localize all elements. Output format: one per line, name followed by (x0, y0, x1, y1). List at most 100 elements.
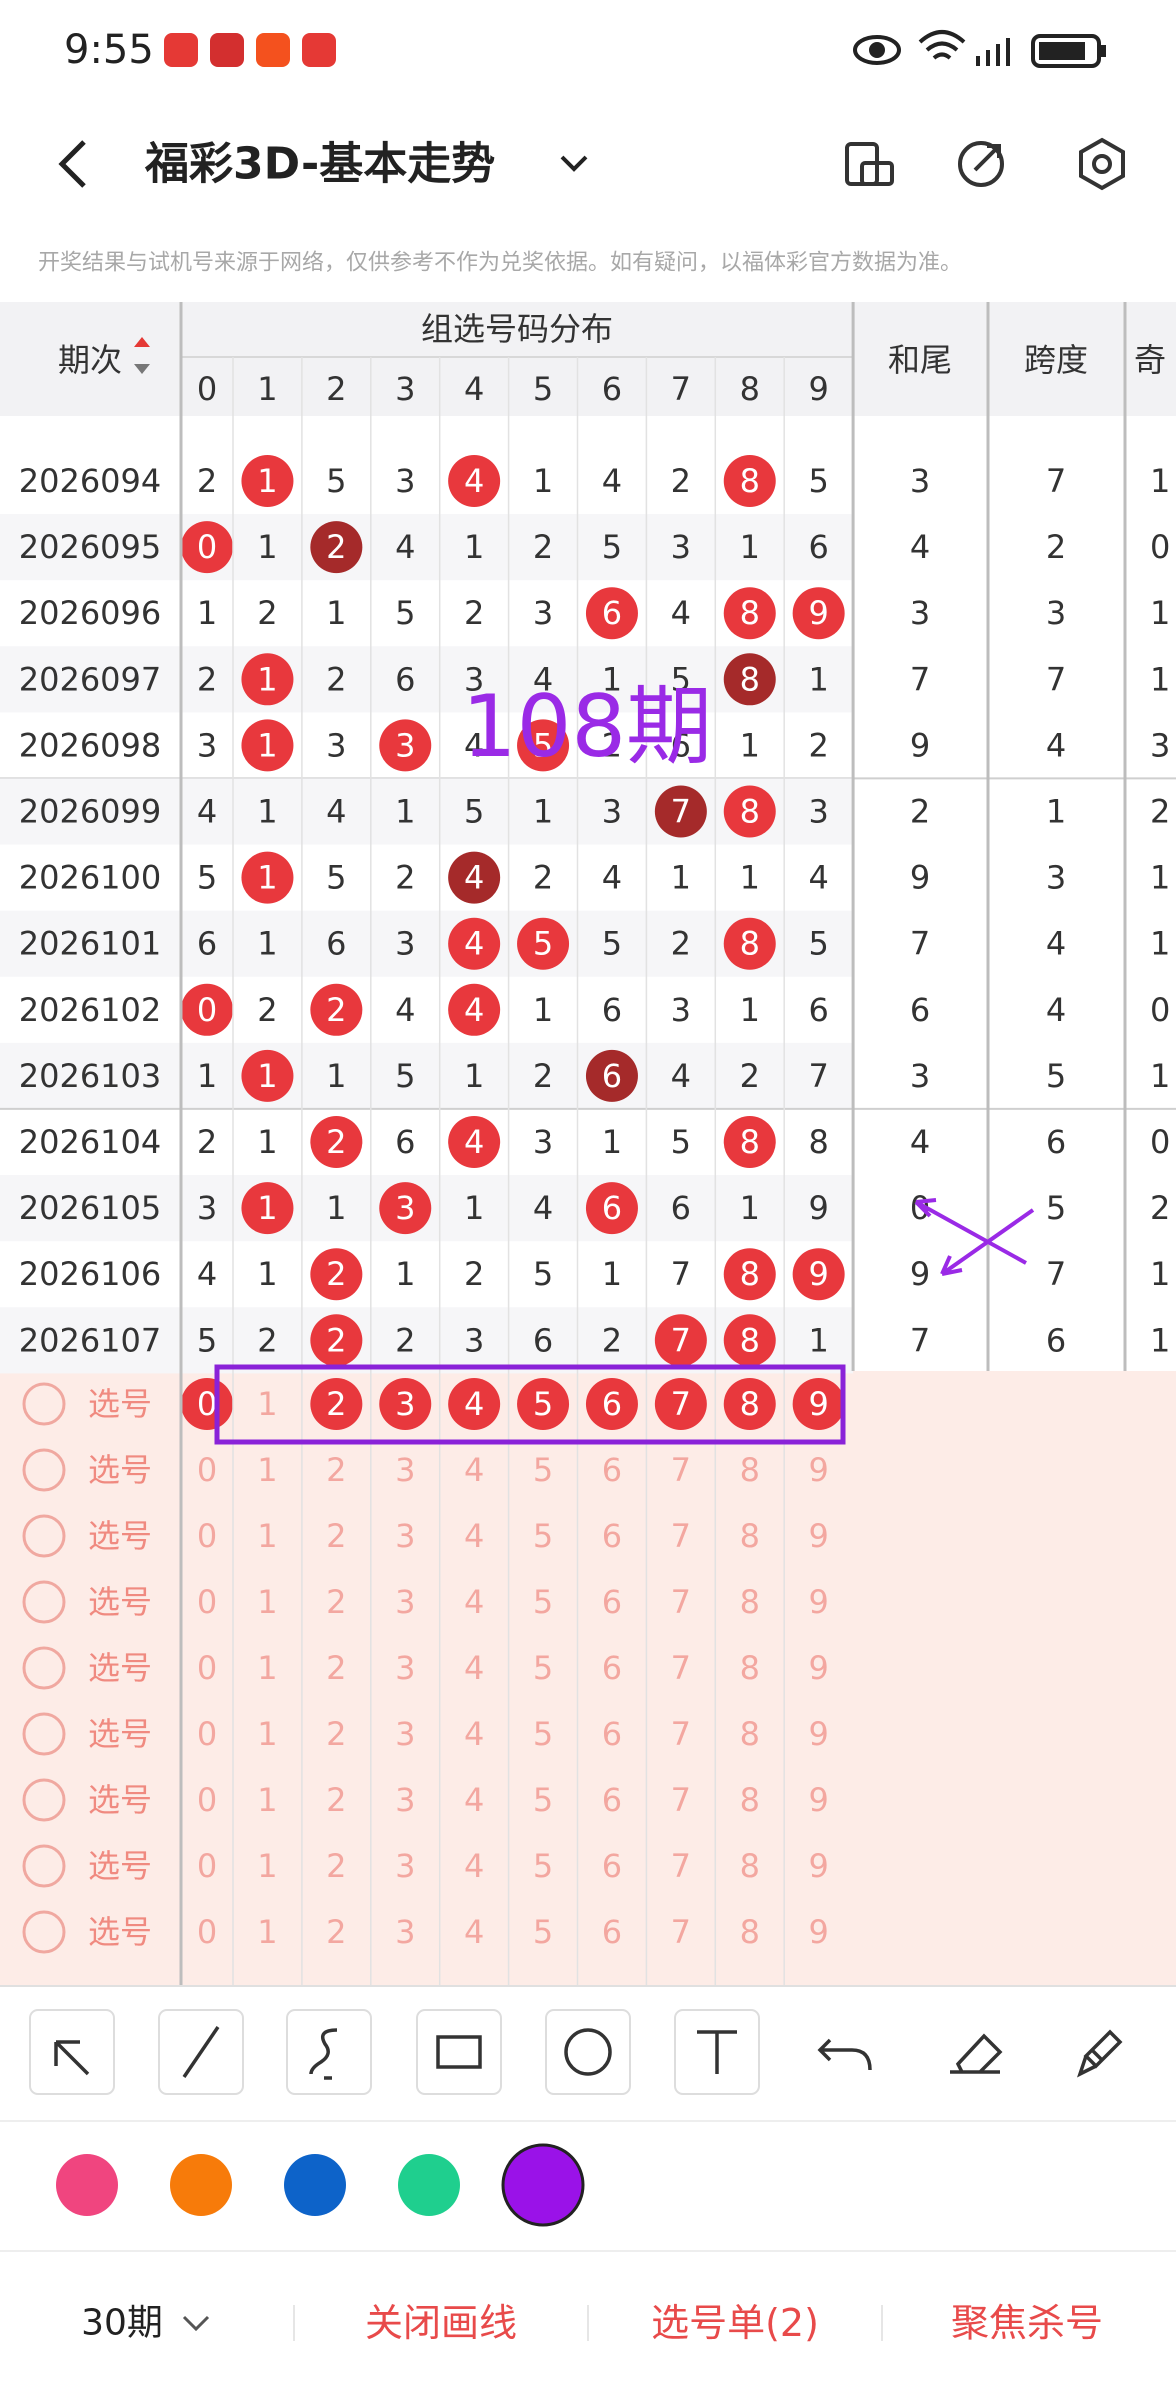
select-digit[interactable]: 2 (326, 1517, 346, 1555)
select-digit[interactable]: 4 (464, 1715, 484, 1753)
select-digit[interactable]: 4 (464, 1385, 484, 1423)
select-digit[interactable]: 5 (533, 1583, 553, 1621)
select-digit[interactable]: 4 (464, 1517, 484, 1555)
select-digit[interactable]: 2 (326, 1913, 346, 1951)
select-radio[interactable] (22, 1712, 66, 1756)
select-digit[interactable]: 4 (464, 1583, 484, 1621)
select-radio[interactable] (22, 1382, 66, 1426)
select-digit[interactable]: 1 (257, 1847, 277, 1885)
back-button[interactable] (58, 140, 86, 188)
selected-ball[interactable] (585, 1378, 638, 1430)
color-swatch[interactable] (56, 2154, 118, 2216)
select-digit[interactable]: 4 (464, 1451, 484, 1489)
select-digit[interactable]: 0 (197, 1451, 217, 1489)
select-digit[interactable]: 1 (257, 1583, 277, 1621)
select-digit[interactable]: 7 (671, 1517, 691, 1555)
tool-circle[interactable] (545, 2009, 631, 2095)
select-digit[interactable]: 9 (808, 1847, 828, 1885)
select-digit[interactable]: 1 (257, 1913, 277, 1951)
select-digit[interactable]: 7 (671, 1451, 691, 1489)
select-digit[interactable]: 0 (197, 1583, 217, 1621)
select-digit[interactable]: 7 (671, 1847, 691, 1885)
select-digit[interactable]: 0 (197, 1517, 217, 1555)
select-digit[interactable]: 9 (808, 1649, 828, 1687)
select-digit[interactable]: 8 (740, 1583, 760, 1621)
select-digit[interactable]: 1 (257, 1517, 277, 1555)
select-digit[interactable]: 3 (395, 1913, 415, 1951)
select-digit[interactable]: 4 (464, 1847, 484, 1885)
select-digit[interactable]: 7 (671, 1715, 691, 1753)
select-digit[interactable]: 3 (395, 1583, 415, 1621)
select-digit[interactable]: 9 (808, 1583, 828, 1621)
select-digit[interactable]: 3 (395, 1781, 415, 1819)
selected-ball[interactable] (379, 1378, 432, 1430)
select-digit[interactable]: 6 (602, 1451, 622, 1489)
select-digit[interactable]: 0 (197, 1385, 217, 1423)
select-digit[interactable]: 7 (671, 1913, 691, 1951)
color-swatch[interactable] (398, 2154, 460, 2216)
title-dropdown[interactable] (560, 155, 588, 172)
select-radio[interactable] (22, 1448, 66, 1492)
select-digit[interactable]: 2 (326, 1781, 346, 1819)
select-digit[interactable]: 2 (326, 1715, 346, 1753)
select-digit[interactable]: 1 (257, 1715, 277, 1753)
select-digit[interactable]: 0 (197, 1781, 217, 1819)
tool-undo[interactable] (817, 2038, 872, 2071)
select-digit[interactable]: 4 (464, 1649, 484, 1687)
select-digit[interactable]: 5 (533, 1451, 553, 1489)
select-digit[interactable]: 3 (395, 1517, 415, 1555)
layout-icon[interactable] (845, 142, 894, 186)
select-digit[interactable]: 6 (602, 1847, 622, 1885)
select-digit[interactable]: 6 (602, 1583, 622, 1621)
select-digit[interactable]: 8 (740, 1451, 760, 1489)
sort-arrows[interactable] (134, 337, 150, 374)
select-digit[interactable]: 5 (533, 1649, 553, 1687)
tool-arrow[interactable] (29, 2009, 115, 2095)
color-swatch[interactable] (284, 2154, 346, 2216)
select-digit[interactable]: 5 (533, 1847, 553, 1885)
select-digit[interactable]: 5 (533, 1913, 553, 1951)
selected-ball[interactable] (792, 1378, 845, 1430)
select-digit[interactable]: 6 (602, 1913, 622, 1951)
tool-line[interactable] (158, 2009, 244, 2095)
select-digit[interactable]: 8 (740, 1385, 760, 1423)
selected-ball[interactable] (181, 1378, 233, 1430)
tool-rectangle[interactable] (416, 2009, 502, 2095)
select-digit[interactable]: 0 (197, 1715, 217, 1753)
select-digit[interactable]: 2 (326, 1649, 346, 1687)
select-digit[interactable]: 6 (602, 1715, 622, 1753)
select-radio[interactable] (22, 1910, 66, 1954)
period-dropdown[interactable] (182, 2315, 210, 2332)
select-digit[interactable]: 9 (808, 1913, 828, 1951)
select-digit[interactable]: 7 (671, 1583, 691, 1621)
selected-ball[interactable] (517, 1378, 570, 1430)
share-icon[interactable] (958, 141, 1004, 187)
selected-ball[interactable] (723, 1378, 776, 1430)
tool-text[interactable] (674, 2009, 760, 2095)
select-digit[interactable]: 1 (257, 1385, 277, 1423)
select-digit[interactable]: 1 (257, 1649, 277, 1687)
select-digit[interactable]: 5 (533, 1781, 553, 1819)
select-digit[interactable]: 0 (197, 1649, 217, 1687)
select-digit[interactable]: 4 (464, 1781, 484, 1819)
select-digit[interactable]: 3 (395, 1385, 415, 1423)
select-radio[interactable] (22, 1514, 66, 1558)
select-digit[interactable]: 7 (671, 1781, 691, 1819)
select-radio[interactable] (22, 1778, 66, 1822)
select-digit[interactable]: 2 (326, 1583, 346, 1621)
select-digit[interactable]: 8 (740, 1847, 760, 1885)
select-digit[interactable]: 7 (671, 1649, 691, 1687)
select-radio[interactable] (22, 1844, 66, 1888)
select-digit[interactable]: 4 (464, 1913, 484, 1951)
settings-icon[interactable] (1079, 137, 1125, 191)
select-digit[interactable]: 6 (602, 1649, 622, 1687)
select-digit[interactable]: 0 (197, 1847, 217, 1885)
bottom-button[interactable]: 关闭画线 (365, 2301, 517, 2345)
select-digit[interactable]: 0 (197, 1913, 217, 1951)
tool-clear[interactable] (1077, 2029, 1123, 2078)
select-digit[interactable]: 8 (740, 1913, 760, 1951)
tool-eraser[interactable] (950, 2033, 1003, 2074)
select-digit[interactable]: 9 (808, 1715, 828, 1753)
select-digit[interactable]: 8 (740, 1517, 760, 1555)
select-digit[interactable]: 9 (808, 1781, 828, 1819)
